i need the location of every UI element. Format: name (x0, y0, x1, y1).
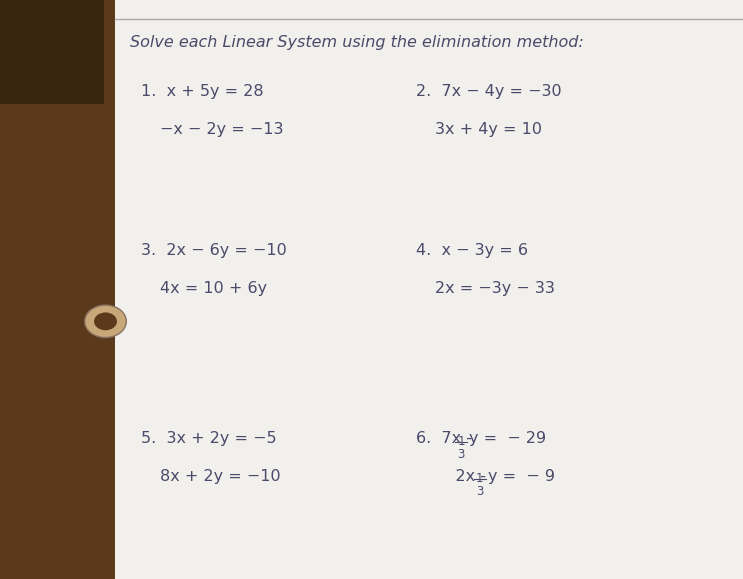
FancyBboxPatch shape (0, 0, 104, 104)
Circle shape (94, 313, 117, 330)
Circle shape (85, 305, 126, 338)
Text: 3: 3 (458, 448, 465, 460)
Text: 2x = −3y − 33: 2x = −3y − 33 (435, 281, 554, 296)
Text: 6.  7x -: 6. 7x - (416, 431, 477, 446)
Text: 2x -: 2x - (435, 469, 491, 484)
Text: 1: 1 (476, 472, 484, 485)
Text: 3x + 4y = 10: 3x + 4y = 10 (435, 122, 542, 137)
Text: y =  − 29: y = − 29 (470, 431, 547, 446)
Text: 3: 3 (476, 485, 484, 498)
Text: −x − 2y = −13: −x − 2y = −13 (160, 122, 283, 137)
Text: 1: 1 (458, 435, 465, 448)
Text: 4x = 10 + 6y: 4x = 10 + 6y (160, 281, 267, 296)
Text: 8x + 2y = −10: 8x + 2y = −10 (160, 469, 280, 484)
Text: Solve each Linear System using the elimination method:: Solve each Linear System using the elimi… (130, 35, 584, 50)
FancyBboxPatch shape (0, 0, 115, 579)
Text: 4.  x − 3y = 6: 4. x − 3y = 6 (416, 243, 528, 258)
Text: 2.  7x − 4y = −30: 2. 7x − 4y = −30 (416, 84, 562, 99)
FancyBboxPatch shape (115, 0, 743, 579)
Text: 3.  2x − 6y = −10: 3. 2x − 6y = −10 (141, 243, 287, 258)
Text: y =  − 9: y = − 9 (488, 469, 555, 484)
Text: 5.  3x + 2y = −5: 5. 3x + 2y = −5 (141, 431, 277, 446)
Text: 1.  x + 5y = 28: 1. x + 5y = 28 (141, 84, 264, 99)
FancyBboxPatch shape (115, 0, 743, 579)
